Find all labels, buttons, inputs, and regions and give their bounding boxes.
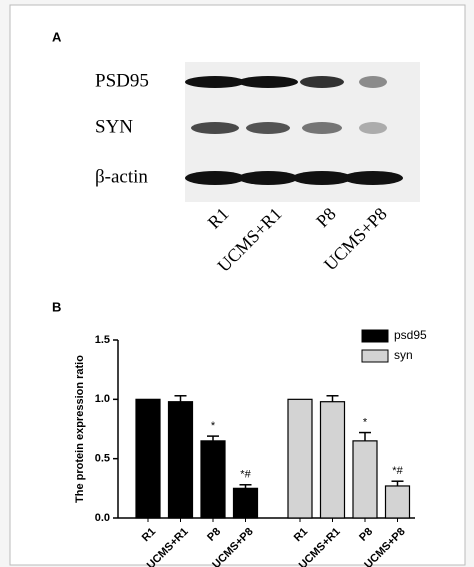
legend-label: syn xyxy=(394,348,413,362)
legend-swatch xyxy=(361,349,389,363)
significance-label: *# xyxy=(392,465,403,477)
blot-band xyxy=(302,122,342,134)
bar xyxy=(384,485,411,519)
bar xyxy=(287,398,313,519)
y-axis-label: The protein expression ratio xyxy=(74,355,86,503)
blot-band xyxy=(300,76,344,88)
blot-band xyxy=(238,171,298,185)
y-tick-label: 0.0 xyxy=(95,512,110,524)
panel-label: B xyxy=(52,299,61,314)
significance-label: * xyxy=(363,416,368,428)
legend-label: psd95 xyxy=(394,328,427,342)
bar xyxy=(167,401,194,519)
y-tick-label: 1.5 xyxy=(95,334,110,346)
blot-band xyxy=(191,122,239,134)
y-tick-label: 1.0 xyxy=(95,393,110,405)
bar xyxy=(352,440,378,519)
blot-band xyxy=(246,122,290,134)
blot-band xyxy=(292,171,352,185)
significance-label: * xyxy=(211,420,216,432)
legend-swatch xyxy=(361,329,389,343)
blot-row-label: PSD95 xyxy=(95,70,149,91)
blot-band xyxy=(238,76,298,88)
blot-band xyxy=(185,76,245,88)
y-tick-label: 0.5 xyxy=(95,453,110,465)
panel-label: A xyxy=(52,29,62,44)
blot-band xyxy=(359,76,387,88)
bar xyxy=(135,398,161,519)
blot-band xyxy=(185,171,245,185)
bar xyxy=(319,401,346,519)
blot-band xyxy=(343,171,403,185)
bar xyxy=(232,487,259,519)
blot-band xyxy=(359,122,387,134)
blot-row-label: β-actin xyxy=(95,166,148,187)
significance-label: *# xyxy=(240,469,251,481)
blot-row-label: SYN xyxy=(95,116,133,137)
bar xyxy=(200,440,226,519)
